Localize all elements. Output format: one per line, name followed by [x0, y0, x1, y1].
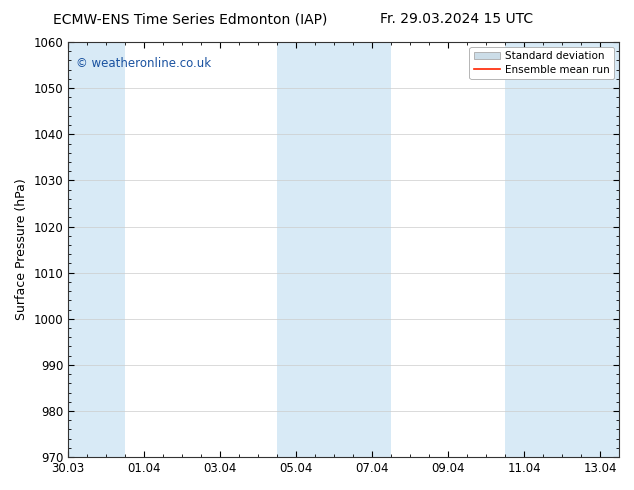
Bar — [505, 42, 619, 457]
Text: Fr. 29.03.2024 15 UTC: Fr. 29.03.2024 15 UTC — [380, 12, 533, 26]
Y-axis label: Surface Pressure (hPa): Surface Pressure (hPa) — [15, 179, 28, 320]
Bar — [68, 42, 125, 457]
Text: © weatheronline.co.uk: © weatheronline.co.uk — [77, 56, 212, 70]
Text: ECMW-ENS Time Series Edmonton (IAP): ECMW-ENS Time Series Edmonton (IAP) — [53, 12, 327, 26]
Legend: Standard deviation, Ensemble mean run: Standard deviation, Ensemble mean run — [469, 47, 614, 79]
Bar — [277, 42, 391, 457]
